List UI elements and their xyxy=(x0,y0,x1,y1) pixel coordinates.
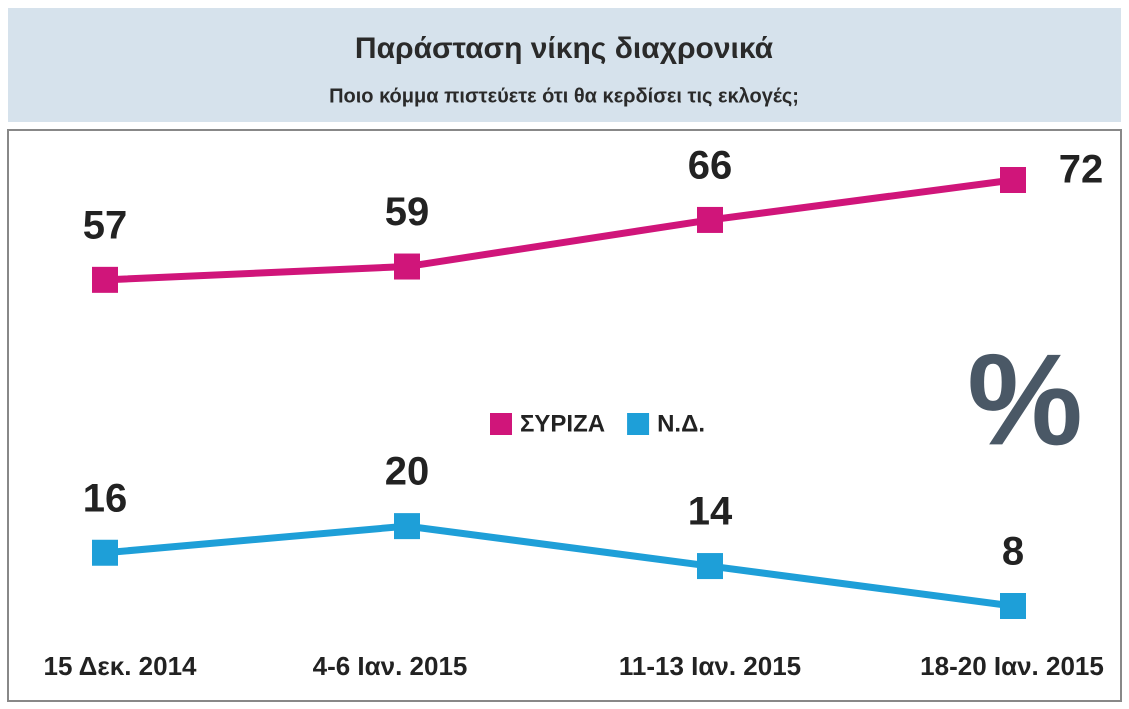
series-line xyxy=(104,176,1014,284)
point-marker xyxy=(92,266,118,293)
plot-frame xyxy=(7,129,1122,702)
point-marker xyxy=(1000,167,1026,193)
point-marker xyxy=(1000,593,1026,619)
data-label: 66 xyxy=(688,144,733,188)
point-marker xyxy=(697,553,723,580)
legend-swatch xyxy=(490,413,512,435)
point-marker xyxy=(394,253,420,280)
x-tick-label: 18-20 Ιαν. 2015 xyxy=(920,651,1104,681)
chart-title: Παράσταση νίκης διαχρονικά xyxy=(355,32,774,65)
point-marker xyxy=(697,206,723,233)
data-label: 72 xyxy=(1059,148,1104,192)
x-tick-label: 4-6 Ιαν. 2015 xyxy=(313,651,468,681)
data-label: 16 xyxy=(83,476,128,520)
chart-subtitle: Ποιο κόμμα πιστεύετε ότι θα κερδίσει τις… xyxy=(329,85,799,107)
data-label: 14 xyxy=(688,490,733,534)
x-tick-label: 11-13 Ιαν. 2015 xyxy=(619,651,801,681)
point-marker xyxy=(394,513,420,540)
legend-label: ΣΥΡΙΖΑ xyxy=(520,410,605,437)
header-band xyxy=(8,8,1121,122)
data-label: 57 xyxy=(83,203,128,247)
data-label: 8 xyxy=(1002,530,1024,574)
series-line xyxy=(104,522,1014,610)
data-label: 20 xyxy=(385,450,430,494)
point-marker xyxy=(92,539,118,566)
legend-swatch xyxy=(627,413,650,435)
unit-annotation: % xyxy=(967,326,1083,472)
x-tick-label: 15 Δεκ. 2014 xyxy=(44,651,198,681)
data-label: 59 xyxy=(385,190,430,234)
legend-label: Ν.Δ. xyxy=(657,410,705,437)
